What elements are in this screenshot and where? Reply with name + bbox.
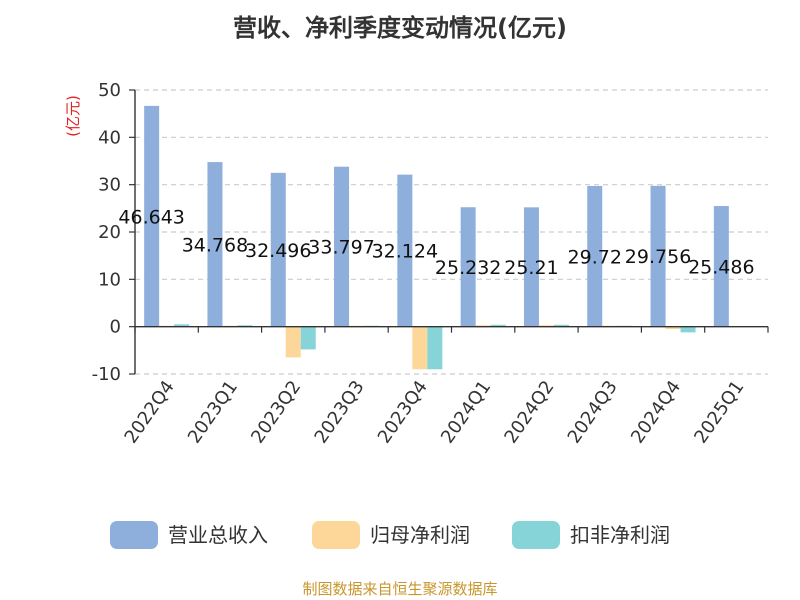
- x-tick-label: 2022Q4: [121, 377, 179, 448]
- legend-item-1[interactable]: 归母净利润: [312, 521, 470, 549]
- bar-series: [144, 105, 729, 370]
- bar-series-0-2025Q1[interactable]: [713, 206, 729, 327]
- bar-series-2-2023Q4[interactable]: [427, 326, 443, 370]
- bar-series-1-2023Q2[interactable]: [285, 326, 301, 358]
- x-tick-label: 2024Q4: [627, 377, 685, 448]
- chart-title: 营收、净利季度变动情况(亿元): [233, 14, 567, 42]
- x-tick-label: 2023Q1: [184, 377, 242, 448]
- bar-series-2-2023Q1[interactable]: [237, 325, 253, 327]
- x-tick-label: 2024Q2: [500, 377, 558, 448]
- y-tick-label: 30: [98, 175, 121, 196]
- bar-series-1-2024Q4[interactable]: [665, 326, 681, 330]
- bar-series-0-2023Q2[interactable]: [270, 172, 286, 327]
- data-label: 46.643: [118, 206, 184, 228]
- data-label: 29.72: [568, 246, 622, 268]
- bar-series-0-2023Q1[interactable]: [207, 162, 223, 327]
- data-label: 33.797: [308, 237, 374, 259]
- x-tick-label: 2023Q2: [247, 377, 305, 448]
- data-label: 25.486: [688, 256, 754, 278]
- bar-series-1-2024Q1[interactable]: [475, 325, 491, 327]
- bar-series-0-2023Q3[interactable]: [334, 166, 350, 327]
- legend[interactable]: 营业总收入 归母净利润 扣非净利润: [110, 521, 670, 549]
- data-label: 25.232: [435, 257, 501, 279]
- y-tick-label: 50: [98, 80, 121, 101]
- legend-swatch: [110, 521, 158, 549]
- legend-label: 扣非净利润: [570, 523, 670, 547]
- y-tick-label: 10: [98, 269, 121, 290]
- data-label: 34.768: [182, 234, 248, 256]
- y-tick-label: 20: [98, 222, 121, 243]
- bar-series-2-2024Q1[interactable]: [490, 324, 506, 327]
- bar-series-0-2024Q4[interactable]: [650, 185, 666, 327]
- bar-series-0-2024Q1[interactable]: [460, 207, 476, 327]
- legend-item-0[interactable]: 营业总收入: [110, 521, 268, 549]
- bar-series-2-2022Q4[interactable]: [174, 324, 190, 327]
- legend-swatch: [312, 521, 360, 549]
- x-tick-label: 2025Q1: [690, 377, 748, 448]
- source-note: 制图数据来自恒生聚源数据库: [302, 580, 497, 598]
- x-tick-label: 2023Q3: [310, 377, 368, 448]
- bar-series-0-2024Q3[interactable]: [587, 185, 603, 327]
- y-tick-label: 0: [110, 317, 121, 338]
- bar-series-1-2023Q4[interactable]: [412, 326, 428, 370]
- y-tick-label: -10: [92, 364, 121, 385]
- y-tick-label: 40: [98, 127, 121, 148]
- data-label: 32.124: [372, 241, 438, 263]
- legend-label: 归母净利润: [370, 523, 470, 547]
- data-label: 25.21: [504, 257, 558, 279]
- x-tick-label: 2024Q3: [564, 377, 622, 448]
- data-label: 32.496: [245, 240, 311, 262]
- bar-series-0-2022Q4[interactable]: [144, 105, 160, 327]
- x-tick-label: 2023Q4: [374, 377, 432, 448]
- bar-series-0-2024Q2[interactable]: [523, 207, 539, 327]
- bar-series-0-2023Q4[interactable]: [397, 174, 413, 327]
- bar-series-2-2023Q2[interactable]: [300, 326, 316, 350]
- legend-label: 营业总收入: [168, 523, 268, 547]
- legend-swatch: [512, 521, 560, 549]
- data-label: 29.756: [625, 246, 691, 268]
- y-axis-unit-label: (亿元): [64, 95, 82, 137]
- legend-item-2[interactable]: 扣非净利润: [512, 521, 670, 549]
- bar-series-2-2024Q2[interactable]: [553, 324, 569, 327]
- bar-series-1-2024Q2[interactable]: [538, 325, 554, 327]
- x-tick-label: 2024Q1: [437, 377, 495, 448]
- bar-series-2-2024Q4[interactable]: [680, 326, 696, 333]
